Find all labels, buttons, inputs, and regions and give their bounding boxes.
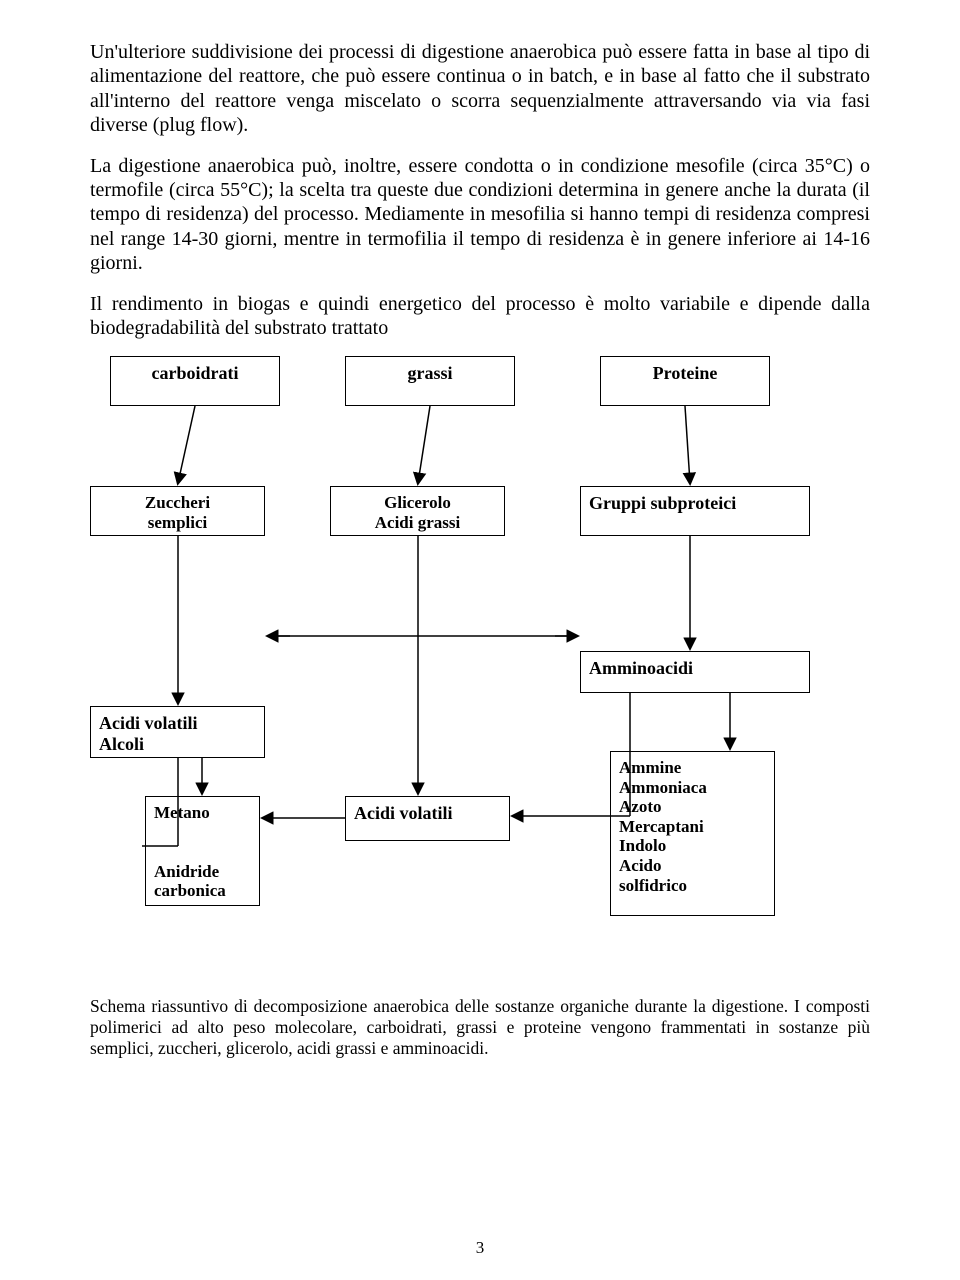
paragraph-2: La digestione anaerobica può, inoltre, e… — [90, 154, 870, 276]
node-acidi-volatili: Acidi volatili — [345, 796, 510, 841]
node-amminoacidi: Amminoacidi — [580, 651, 810, 693]
node-acidi-alcoli: Acidi volatiliAlcoli — [90, 706, 265, 758]
node-carboidrati: carboidrati — [110, 356, 280, 406]
node-ammine: AmmineAmmoniacaAzotoMercaptaniIndoloAcid… — [610, 751, 775, 916]
paragraph-1: Un'ulteriore suddivisione dei processi d… — [90, 40, 870, 138]
node-subproteici: Gruppi subproteici — [580, 486, 810, 536]
diagram-caption: Schema riassuntivo di decomposizione ana… — [90, 996, 870, 1059]
node-zuccheri: Zuccherisemplici — [90, 486, 265, 536]
flowchart-diagram: carboidrati grassi Proteine Zuccherisemp… — [90, 356, 870, 986]
node-metano: MetanoAnidridecarbonica — [145, 796, 260, 906]
node-proteine: Proteine — [600, 356, 770, 406]
page-number: 3 — [0, 1238, 960, 1258]
node-grassi: grassi — [345, 356, 515, 406]
node-glicerolo: GliceroloAcidi grassi — [330, 486, 505, 536]
paragraph-3: Il rendimento in biogas e quindi energet… — [90, 292, 870, 341]
